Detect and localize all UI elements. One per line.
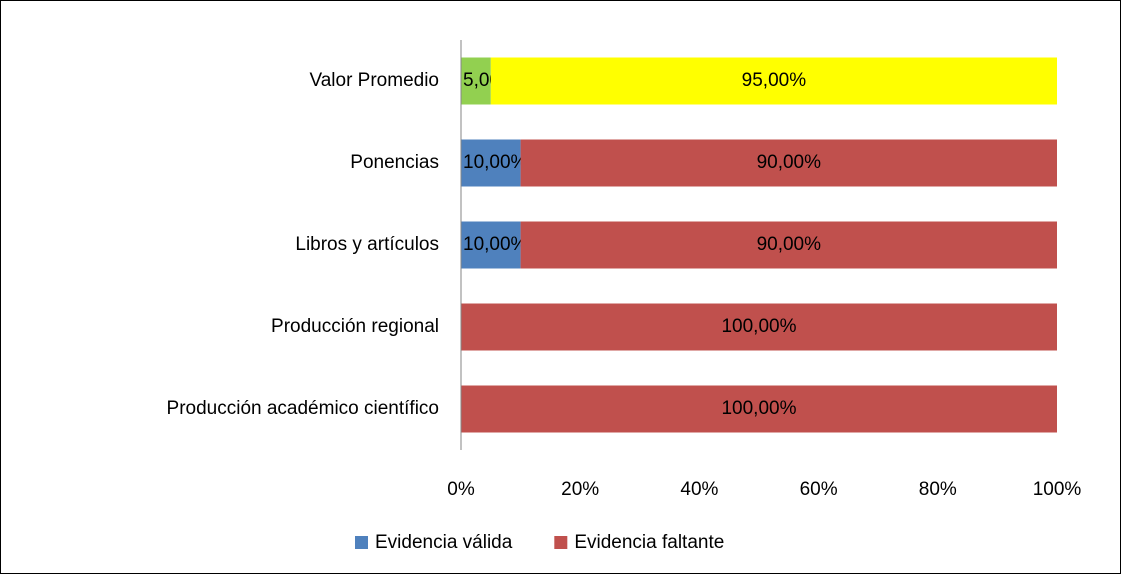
data-label: 95,00% <box>742 70 807 91</box>
legend-swatch <box>355 536 368 549</box>
y-tick-label: Valor Promedio <box>309 70 439 91</box>
data-label: 10,00% <box>463 234 528 255</box>
x-tick-label: 0% <box>447 479 475 500</box>
x-tick-label: 40% <box>680 479 718 500</box>
y-tick-label: Producción académico científico <box>167 398 439 419</box>
bar-segment <box>520 221 1057 269</box>
x-tick-label: 20% <box>561 479 599 500</box>
x-tick-label: 100% <box>1033 479 1082 500</box>
y-tick-label: Libros y artículos <box>295 234 439 255</box>
bar-segment <box>520 139 1057 187</box>
data-label: 90,00% <box>757 152 822 173</box>
y-tick-label: Producción regional <box>271 316 439 337</box>
legend-swatch <box>554 536 568 549</box>
data-label: 100,00% <box>721 398 796 419</box>
bar-segment <box>490 57 1057 105</box>
data-label: 10,00% <box>463 152 528 173</box>
bar-segment <box>461 57 491 105</box>
bar-segment <box>461 139 521 187</box>
data-label: 100,00% <box>721 316 796 337</box>
bar-segment <box>461 385 1057 433</box>
data-label: 90,00% <box>757 234 822 255</box>
legend-label: Evidencia válida <box>375 532 513 553</box>
bar-segment <box>461 303 1057 351</box>
y-tick-label: Ponencias <box>350 152 439 173</box>
x-tick-label: 60% <box>800 479 838 500</box>
legend-label: Evidencia faltante <box>574 532 724 553</box>
x-tick-label: 80% <box>919 479 957 500</box>
bar-segment <box>461 221 521 269</box>
